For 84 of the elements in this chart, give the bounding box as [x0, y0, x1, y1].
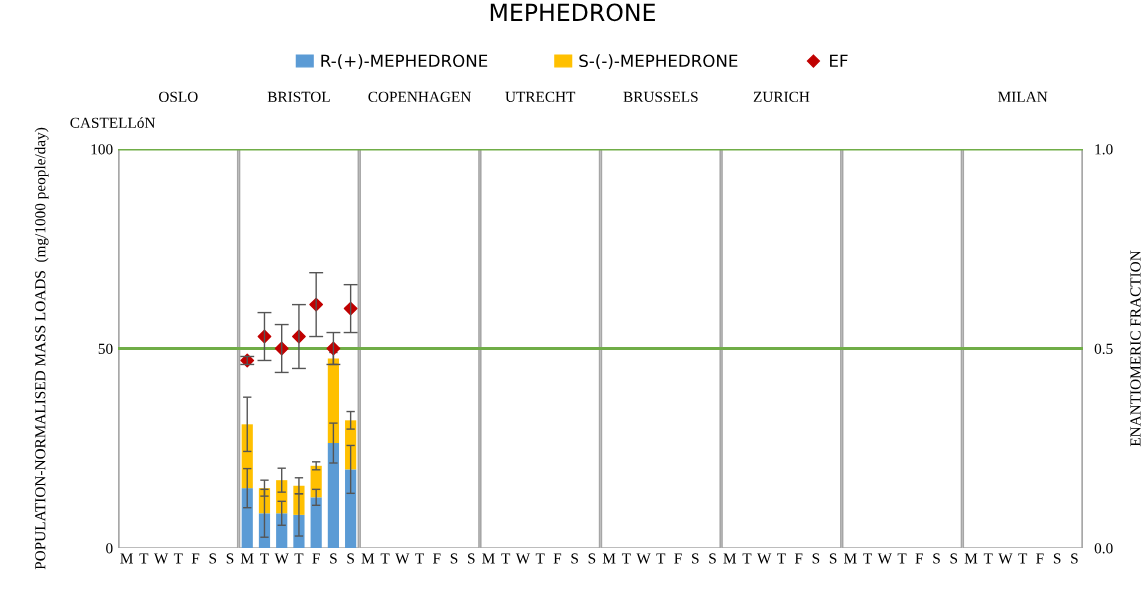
x-tick-label: F: [674, 553, 682, 564]
x-tick-label: S: [1071, 553, 1078, 564]
x-tick-label: S: [812, 553, 820, 564]
x-tick-label: T: [501, 553, 511, 564]
text: MILAN: [998, 91, 1048, 102]
x-tick-label: W: [515, 553, 531, 564]
x-tick-label: M: [723, 553, 737, 564]
x-tick-label: S: [950, 553, 958, 564]
text: BRISTOL: [267, 91, 330, 103]
x-tick-label: T: [535, 553, 545, 564]
text: CASTELLóN: [70, 117, 156, 128]
x-tick-label: M: [240, 553, 254, 564]
x-tick-label: T: [415, 553, 424, 564]
x-tick-label: F: [1036, 553, 1044, 564]
x-tick-label: S: [468, 553, 475, 564]
x-tick-label: W: [998, 553, 1013, 564]
bar: [310, 497, 322, 548]
text: UTRECHT: [505, 91, 576, 103]
x-tick-label: T: [173, 553, 183, 564]
x-tick-label: S: [829, 553, 837, 564]
x-tick-label: T: [260, 553, 269, 564]
x-tick-label: T: [777, 553, 786, 564]
bar: [241, 488, 253, 548]
legend-label: EF: [830, 54, 848, 67]
x-tick-label: M: [361, 553, 375, 564]
x-tick-label: F: [432, 553, 441, 564]
x-tick-label: M: [964, 553, 978, 564]
x-tick-label: S: [226, 553, 234, 564]
x-tick-label: S: [330, 553, 337, 564]
y2-tick-label: 1.0: [1095, 144, 1113, 155]
x-tick-label: T: [897, 553, 907, 564]
x-tick-label: S: [588, 553, 596, 564]
x-tick-label: T: [139, 553, 149, 564]
x-tick-label: F: [794, 553, 803, 564]
bar: [327, 358, 339, 444]
x-tick-label: W: [395, 553, 410, 564]
bar: [276, 513, 288, 548]
x-tick-label: W: [274, 553, 289, 564]
x-tick-label: T: [983, 553, 993, 564]
y2-tick-label: 0.5: [1094, 343, 1113, 355]
bar: [310, 465, 322, 498]
x-tick-label: S: [709, 553, 716, 564]
x-tick-label: T: [863, 553, 873, 564]
x-tick-label: T: [380, 553, 390, 564]
x-tick-label: F: [312, 553, 320, 564]
x-tick-label: M: [482, 553, 495, 564]
y2-tick-label: 0.0: [1094, 543, 1113, 554]
text: COPENHAGEN: [368, 91, 471, 103]
x-tick-label: W: [636, 553, 651, 564]
bar: [241, 424, 253, 489]
text: BRUSSELS: [623, 91, 698, 103]
x-tick-label: F: [553, 553, 562, 564]
x-tick-label: F: [191, 553, 200, 564]
x-tick-label: M: [602, 553, 616, 564]
chart-title: MEPHEDRONE: [490, 3, 655, 22]
text: ZURICH: [753, 91, 810, 103]
x-tick-label: S: [571, 553, 578, 564]
x-tick-label: W: [877, 553, 893, 564]
x-tick-label: W: [153, 553, 169, 564]
x-tick-label: W: [757, 553, 772, 564]
x-tick-label: S: [1053, 553, 1061, 564]
x-tick-label: S: [692, 553, 699, 564]
x-tick-label: T: [656, 553, 666, 564]
y-tick-label: 0: [106, 543, 113, 554]
y-axis-title: POPULATION-NORMALISED MASS LOADS (mg/1000 people/day): [34, 127, 49, 570]
x-tick-label: S: [209, 553, 217, 564]
x-tick-label: T: [1018, 553, 1028, 564]
x-tick-label: S: [450, 553, 458, 564]
x-tick-label: S: [347, 553, 354, 564]
x-tick-label: M: [120, 553, 133, 564]
x-tick-label: T: [742, 553, 752, 564]
y-tick-label: 50: [98, 343, 113, 354]
bar: [345, 469, 357, 548]
bar: [327, 443, 339, 548]
x-tick-label: S: [933, 553, 940, 564]
legend-label: R-(+)-MEPHEDRONE: [321, 54, 488, 70]
x-tick-label: T: [294, 553, 304, 564]
text: OSLO: [158, 91, 198, 103]
x-tick-label: T: [621, 553, 631, 564]
y-tick-label: 100: [91, 144, 113, 155]
y2-axis-title: ENANTIOMERIC FRACTION: [1130, 250, 1141, 447]
legend-label: S-(-)-MEPHEDRONE: [579, 54, 738, 70]
x-tick-label: F: [915, 553, 923, 564]
x-tick-label: M: [844, 553, 857, 564]
